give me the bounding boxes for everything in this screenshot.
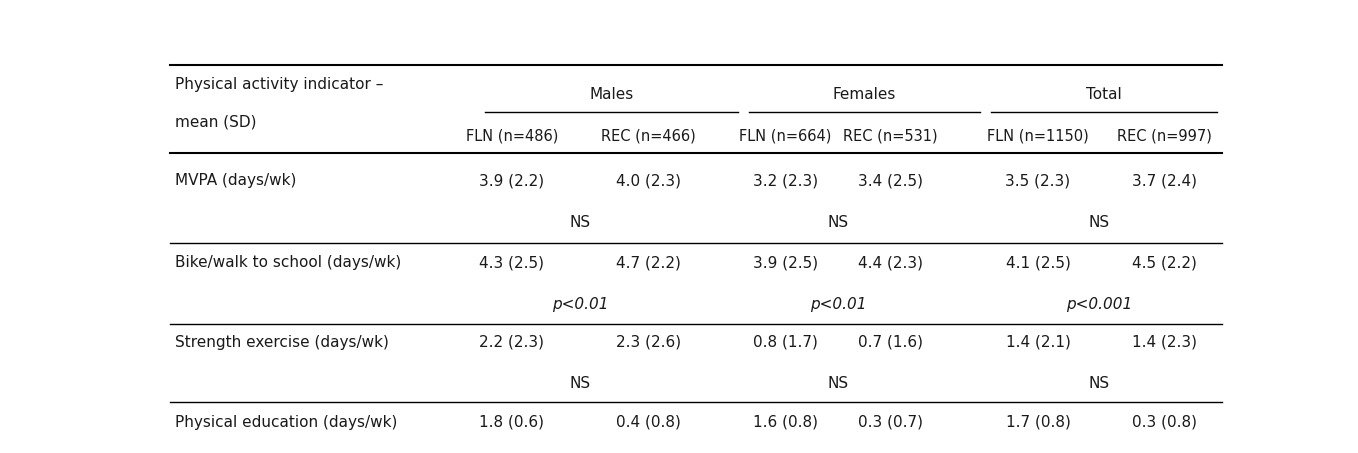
Text: 4.5 (2.2): 4.5 (2.2): [1131, 255, 1196, 270]
Text: 0.8 (1.7): 0.8 (1.7): [752, 335, 818, 350]
Text: 3.7 (2.4): 3.7 (2.4): [1131, 173, 1196, 188]
Text: 3.2 (2.3): 3.2 (2.3): [752, 173, 818, 188]
Text: 4.1 (2.5): 4.1 (2.5): [1005, 255, 1070, 270]
Text: MVPA (days/wk): MVPA (days/wk): [175, 173, 296, 188]
Text: 4.4 (2.3): 4.4 (2.3): [858, 255, 923, 270]
Text: 2.2 (2.3): 2.2 (2.3): [479, 335, 545, 350]
Text: 0.3 (0.8): 0.3 (0.8): [1131, 415, 1196, 430]
Text: Physical education (days/wk): Physical education (days/wk): [175, 415, 398, 430]
Text: p<0.01: p<0.01: [809, 297, 866, 312]
Text: REC (n=997): REC (n=997): [1116, 129, 1211, 144]
Text: 1.8 (0.6): 1.8 (0.6): [479, 415, 545, 430]
Text: NS: NS: [827, 376, 849, 391]
Text: 3.5 (2.3): 3.5 (2.3): [1005, 173, 1070, 188]
Text: Total: Total: [1086, 87, 1122, 102]
Text: 1.4 (2.3): 1.4 (2.3): [1131, 335, 1196, 350]
Text: 1.7 (0.8): 1.7 (0.8): [1005, 415, 1070, 430]
Text: FLN (n=1150): FLN (n=1150): [987, 129, 1089, 144]
Text: 1.4 (2.1): 1.4 (2.1): [1005, 335, 1070, 350]
Text: NS: NS: [569, 376, 591, 391]
Text: 1.6 (0.8): 1.6 (0.8): [752, 415, 818, 430]
Text: 3.9 (2.2): 3.9 (2.2): [479, 173, 545, 188]
Text: 0.4 (0.8): 0.4 (0.8): [617, 415, 682, 430]
Text: NS: NS: [827, 215, 849, 230]
Text: REC (n=466): REC (n=466): [602, 129, 697, 144]
Text: p<0.01: p<0.01: [551, 297, 608, 312]
Text: 3.4 (2.5): 3.4 (2.5): [858, 173, 923, 188]
Text: FLN (n=664): FLN (n=664): [739, 129, 831, 144]
Text: Females: Females: [832, 87, 896, 102]
Text: 4.7 (2.2): 4.7 (2.2): [617, 255, 682, 270]
Text: 0.3 (0.7): 0.3 (0.7): [858, 415, 923, 430]
Text: Males: Males: [589, 87, 634, 102]
Text: 4.0 (2.3): 4.0 (2.3): [617, 173, 682, 188]
Text: mean (SD): mean (SD): [175, 115, 257, 130]
Text: 4.3 (2.5): 4.3 (2.5): [479, 255, 545, 270]
Text: NS: NS: [569, 215, 591, 230]
Text: NS: NS: [1089, 376, 1109, 391]
Text: FLN (n=486): FLN (n=486): [466, 129, 558, 144]
Text: 2.3 (2.6): 2.3 (2.6): [617, 335, 682, 350]
Text: Physical activity indicator –: Physical activity indicator –: [175, 77, 383, 92]
Text: Strength exercise (days/wk): Strength exercise (days/wk): [175, 335, 388, 350]
Text: p<0.001: p<0.001: [1066, 297, 1133, 312]
Text: 3.9 (2.5): 3.9 (2.5): [752, 255, 818, 270]
Text: NS: NS: [1089, 215, 1109, 230]
Text: REC (n=531): REC (n=531): [843, 129, 938, 144]
Text: 0.7 (1.6): 0.7 (1.6): [858, 335, 923, 350]
Text: Bike/walk to school (days/wk): Bike/walk to school (days/wk): [175, 255, 401, 270]
